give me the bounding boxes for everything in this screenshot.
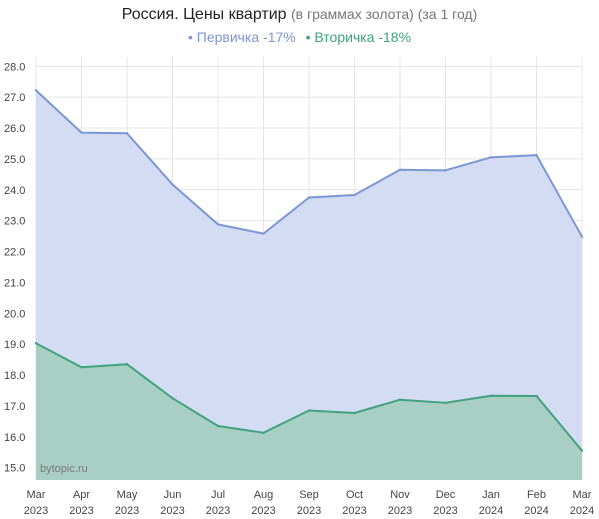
y-tick-label: 25.0 <box>4 154 25 166</box>
data-point-0 <box>125 132 129 135</box>
data-point-1 <box>353 411 356 415</box>
chart-title-main: Россия. Цены квартир <box>121 6 287 23</box>
data-point-1 <box>262 431 265 434</box>
x-tick-year: 2023 <box>297 505 321 517</box>
x-tick-year: 2023 <box>115 505 139 517</box>
data-point-1 <box>398 398 402 401</box>
legend-item-secondary[interactable]: • Вторичка -18% <box>306 29 411 45</box>
x-tick-month: Nov <box>390 489 410 501</box>
data-point-0 <box>580 235 584 238</box>
data-point-1 <box>171 396 174 400</box>
x-tick-month: Mar <box>573 489 592 501</box>
data-point-1 <box>125 363 129 366</box>
x-tick-month: Feb <box>527 489 546 501</box>
y-tick-label: 28.0 <box>4 61 25 73</box>
data-point-1 <box>216 424 220 428</box>
x-tick-year: 2023 <box>69 505 93 517</box>
data-point-0 <box>216 223 220 226</box>
watermark-text: bytopic.ru <box>40 463 88 475</box>
data-point-0 <box>489 156 493 159</box>
data-point-0 <box>444 169 447 172</box>
data-point-0 <box>535 153 538 157</box>
data-point-1 <box>535 394 538 398</box>
y-tick-label: 19.0 <box>4 339 25 351</box>
legend-label-secondary: Вторичка -18% <box>314 29 412 45</box>
x-tick-year: 2023 <box>433 505 457 517</box>
data-point-1 <box>489 394 493 397</box>
x-tick-month: Aug <box>254 489 274 501</box>
x-tick-year: 2024 <box>570 505 594 517</box>
y-tick-label: 26.0 <box>4 123 25 135</box>
y-tick-label: 17.0 <box>4 401 25 413</box>
y-tick-label: 22.0 <box>4 247 25 259</box>
chart-title: Россия. Цены квартир (в граммах золота) … <box>0 6 599 24</box>
x-tick-year: 2023 <box>160 505 184 517</box>
y-tick-label: 27.0 <box>4 92 25 104</box>
y-tick-label: 18.0 <box>4 370 25 382</box>
legend-marker-primary: • <box>187 29 193 45</box>
legend-item-primary[interactable]: • Первичка -17% <box>188 29 300 45</box>
y-tick-label: 23.0 <box>4 216 25 228</box>
x-tick-month: Jul <box>211 489 225 501</box>
data-point-1 <box>307 409 311 412</box>
data-point-0 <box>80 131 83 134</box>
x-tick-year: 2023 <box>342 505 366 517</box>
x-tick-year: 2023 <box>24 505 48 517</box>
chart-legend: • Первичка -17% • Вторичка -18% <box>0 29 599 45</box>
x-tick-year: 2023 <box>206 505 230 517</box>
x-tick-month: Jun <box>164 489 182 501</box>
data-point-1 <box>34 342 38 345</box>
legend-label-primary: Первичка -17% <box>196 29 296 45</box>
x-tick-month: Dec <box>436 489 456 501</box>
y-tick-label: 15.0 <box>4 463 25 475</box>
legend-marker-secondary: • <box>305 29 311 45</box>
data-point-0 <box>307 196 311 199</box>
y-tick-label: 21.0 <box>4 277 25 289</box>
series-area-0 <box>36 90 582 481</box>
x-tick-month: Mar <box>27 489 46 501</box>
y-tick-label: 24.0 <box>4 185 25 197</box>
chart-subtitle: (в граммах золота) (за 1 год) <box>290 6 478 22</box>
y-tick-label: 16.0 <box>4 432 25 444</box>
data-point-1 <box>580 449 584 452</box>
x-tick-month: May <box>117 489 138 501</box>
x-tick-year: 2024 <box>479 505 503 517</box>
data-point-1 <box>80 366 83 369</box>
x-tick-month: Jan <box>482 489 500 501</box>
data-point-0 <box>171 183 174 186</box>
y-tick-label: 20.0 <box>4 308 25 320</box>
data-point-0 <box>34 89 38 92</box>
data-point-0 <box>353 193 356 197</box>
x-tick-year: 2023 <box>388 505 412 517</box>
x-tick-year: 2024 <box>524 505 548 517</box>
data-point-0 <box>398 168 402 171</box>
x-tick-month: Sep <box>299 489 319 501</box>
x-tick-year: 2023 <box>251 505 275 517</box>
data-point-1 <box>444 401 447 405</box>
data-point-0 <box>262 232 265 235</box>
x-tick-month: Apr <box>73 489 90 501</box>
x-tick-month: Oct <box>346 489 363 501</box>
